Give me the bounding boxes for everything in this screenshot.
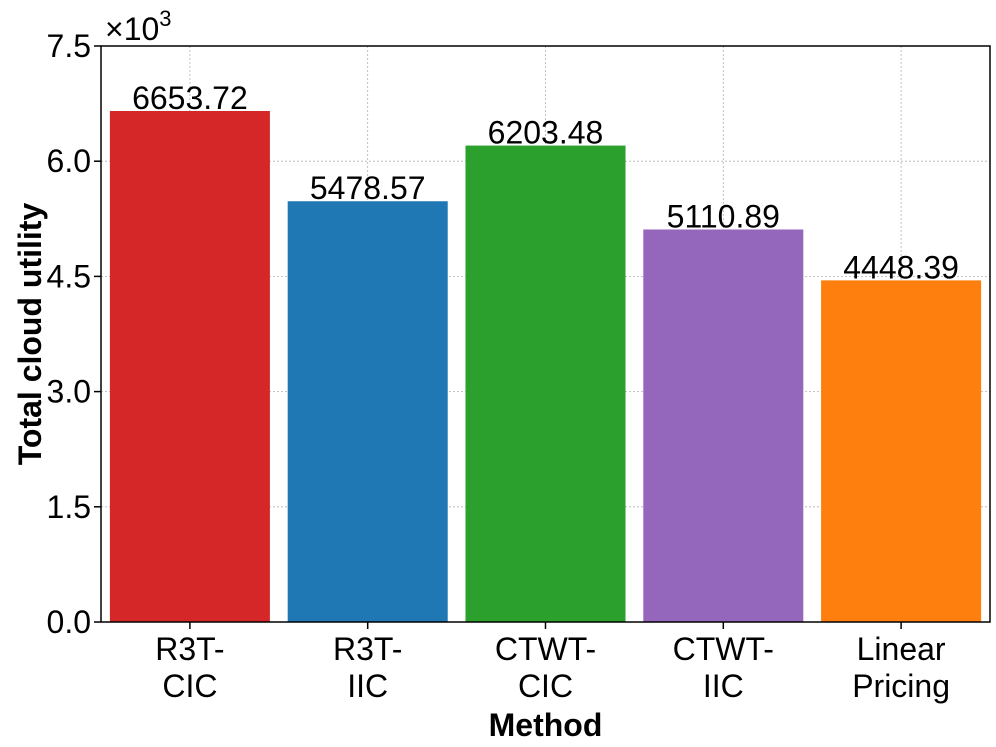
x-tick-label: CTWT-CIC <box>495 631 596 704</box>
bar-value-label: 6203.48 <box>488 115 604 151</box>
bar-value-label: 6653.72 <box>132 80 248 116</box>
x-tick-label-line: Linear <box>857 631 946 667</box>
bar <box>643 229 804 622</box>
bar <box>109 110 270 623</box>
x-tick-label-line: Pricing <box>852 668 950 704</box>
x-tick-label-line: CTWT- <box>495 631 596 667</box>
y-multiplier-exponent: 3 <box>159 6 171 31</box>
x-tick-label-line: CTWT- <box>673 631 774 667</box>
x-tick-label-line: R3T- <box>155 631 224 667</box>
y-axis-title: Total cloud utility <box>12 203 48 466</box>
y-tick-label: 3.0 <box>47 374 91 410</box>
y-axis-ticks: 0.0 1.5 3.0 4.5 6.0 7.5 <box>47 28 101 640</box>
y-multiplier-base: ×10 <box>105 11 159 47</box>
x-tick-label: R3T-CIC <box>155 631 224 704</box>
y-tick-label: 1.5 <box>47 489 91 525</box>
y-tick-label: 4.5 <box>47 258 91 294</box>
bar <box>287 201 448 622</box>
bar <box>821 280 982 622</box>
x-tick-label: R3T-IIC <box>333 631 402 704</box>
x-tick-label: Linear Pricing <box>852 631 950 704</box>
bar-value-label: 5478.57 <box>310 170 426 206</box>
x-tick-label-line: CIC <box>162 668 217 704</box>
bar-value-labels: 6653.72 5478.57 6203.48 5110.89 4448.39 <box>132 80 959 285</box>
y-multiplier-label: ×103 <box>105 6 172 47</box>
x-tick-label-line: IIC <box>703 668 744 704</box>
bars <box>109 110 982 623</box>
x-tick-label-line: R3T- <box>333 631 402 667</box>
x-tick-label: CTWT-IIC <box>673 631 774 704</box>
y-tick-label: 7.5 <box>47 28 91 64</box>
y-tick-label: 0.0 <box>47 604 91 640</box>
bar-value-label: 5110.89 <box>667 198 780 234</box>
x-axis-title: Method <box>489 707 603 743</box>
x-tick-label-line: CIC <box>518 668 573 704</box>
bar-value-label: 4448.39 <box>843 249 959 285</box>
x-tick-label-line: IIC <box>347 668 388 704</box>
y-tick-label: 6.0 <box>47 143 91 179</box>
bar <box>465 145 626 622</box>
